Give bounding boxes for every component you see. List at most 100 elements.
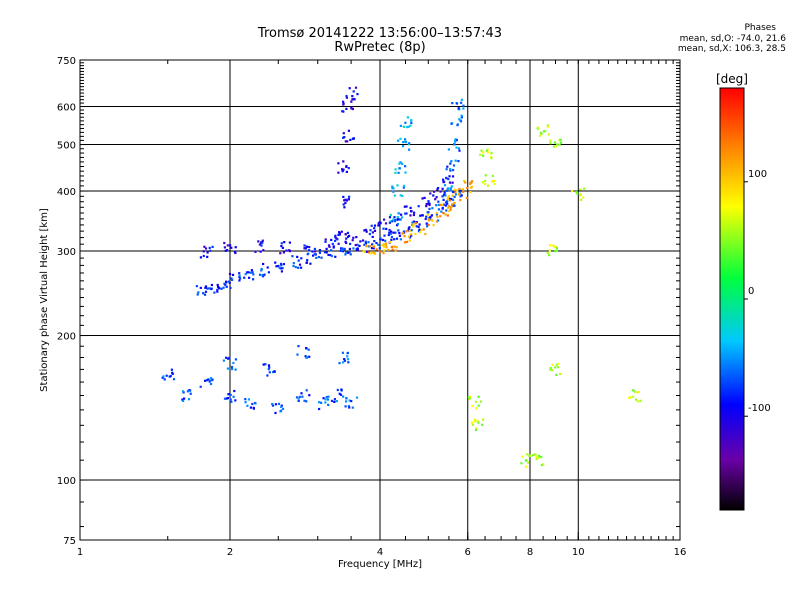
data-point [458,118,461,121]
data-point [195,285,198,288]
data-point [477,404,480,407]
data-point [344,201,347,205]
data-point [432,224,435,227]
data-point [457,107,460,110]
data-point [556,366,560,369]
data-point [225,285,228,288]
data-point [454,159,457,162]
data-point [452,198,455,201]
data-point [378,221,381,224]
data-point [452,204,455,207]
data-point [384,239,387,242]
data-point [538,454,541,458]
data-point [337,233,340,236]
data-point [340,230,343,233]
data-point [451,190,455,194]
data-point [296,255,299,258]
data-point [540,463,544,467]
data-point [354,86,358,89]
data-point [395,237,399,240]
data-point [558,143,561,146]
data-point [322,397,325,400]
data-point [418,228,421,231]
data-point [230,400,233,403]
data-point [484,182,487,186]
data-point [267,271,270,274]
data-point [324,238,327,241]
y-tick-label: 600 [57,103,76,114]
data-point [414,232,417,235]
data-point [396,216,399,219]
data-point [227,393,230,396]
data-point [315,256,318,259]
data-point [430,214,433,217]
data-point [353,98,356,101]
data-point [254,402,257,405]
data-point [393,194,396,197]
data-point [470,181,473,184]
data-point [311,250,314,253]
data-point [348,406,351,409]
data-point [486,151,489,154]
data-point [414,222,417,225]
data-point [417,225,420,228]
data-point [399,194,402,197]
data-point [348,247,351,251]
data-point [307,252,310,255]
data-point [556,143,559,146]
data-point [441,195,444,198]
data-point [216,288,219,291]
data-point [428,202,431,205]
data-point [344,405,347,408]
data-point [446,202,449,205]
data-point [252,406,255,409]
data-point [419,214,422,217]
data-point [418,223,421,226]
data-point [245,271,249,274]
data-point [351,95,354,98]
data-point [469,395,472,398]
data-point [206,251,209,254]
data-point [230,246,233,249]
data-point [402,125,405,128]
data-point [308,246,311,249]
data-point [389,240,392,244]
data-point [449,169,452,172]
data-point [306,259,309,262]
data-point [252,273,255,276]
data-point [163,378,166,381]
data-point [450,185,453,188]
data-point [637,390,640,394]
data-point [459,199,462,202]
data-point [313,247,316,250]
data-point [367,251,370,254]
data-point [387,248,390,252]
data-point [548,249,551,252]
data-point [408,226,411,229]
data-point [345,94,348,98]
data-point [456,189,459,192]
data-point [457,147,460,150]
data-point [403,184,406,187]
data-point [412,220,415,223]
data-point [448,210,451,213]
data-point [373,252,376,255]
data-point [349,242,352,245]
data-point [364,242,367,245]
data-point [446,214,449,217]
data-point [450,205,453,208]
data-point [300,266,303,269]
data-point [553,245,556,248]
data-point [554,250,557,253]
data-point [338,392,341,395]
data-point [239,277,242,280]
axes: 1 2 4 6 8 10 16 75 100 200 300 400 500 600 750 Frequenc… [39,56,686,570]
data-point [226,367,229,370]
data-point [348,87,351,90]
data-point [249,406,252,409]
data-point [417,230,421,233]
data-point [231,273,235,276]
data-point [371,251,374,254]
data-point [225,281,228,284]
data-point [449,187,452,190]
